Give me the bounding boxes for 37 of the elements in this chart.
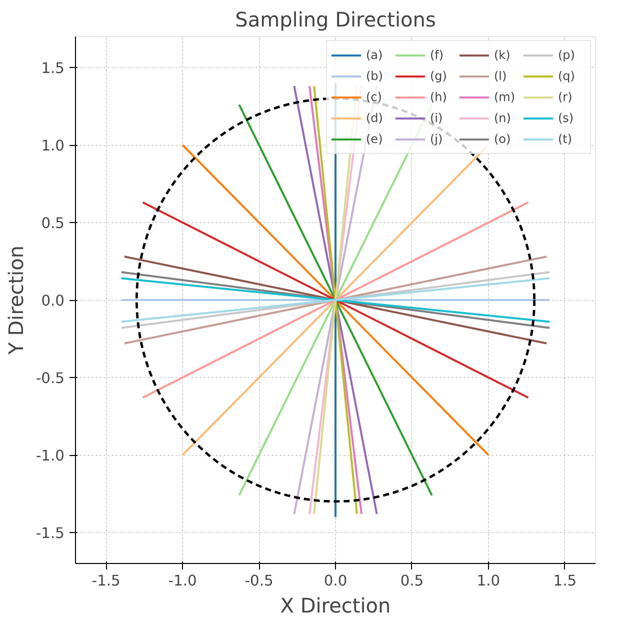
y-tick-label: 0.5 — [41, 215, 65, 232]
x-tick-label: -0.5 — [244, 572, 274, 590]
y-tick-label: -1.5 — [36, 525, 65, 542]
legend-label: (j) — [430, 132, 444, 146]
legend-label: (f) — [430, 48, 445, 62]
y-axis-title: Y Direction — [4, 246, 28, 356]
legend-label: (s) — [558, 111, 575, 125]
x-tick-label: 0.0 — [324, 572, 348, 590]
x-tick-label: -1.0 — [168, 572, 197, 590]
legend-label: (q) — [558, 69, 576, 83]
x-tick-label: 0.5 — [400, 572, 424, 590]
legend-label: (l) — [494, 69, 508, 83]
y-tick-label: -1.0 — [36, 448, 65, 464]
legend-label: (b) — [366, 69, 384, 83]
legend-label: (p) — [558, 48, 576, 62]
y-tick-label: -0.5 — [36, 370, 65, 387]
legend-label: (r) — [558, 90, 574, 104]
x-tick-label: 1.0 — [476, 572, 500, 590]
legend-label: (k) — [494, 48, 512, 62]
legend-label: (a) — [366, 48, 384, 62]
y-tick-label: 0.0 — [41, 292, 65, 310]
legend-label: (t) — [558, 132, 574, 146]
legend-label: (n) — [494, 111, 512, 125]
legend-label: (g) — [430, 69, 448, 83]
legend-label: (e) — [366, 132, 384, 146]
legend-label: (o) — [494, 132, 512, 146]
legend-label: (d) — [366, 111, 384, 125]
y-tick-label: 1.5 — [41, 60, 65, 77]
x-tick-label: 1.5 — [553, 572, 577, 590]
legend-label: (i) — [430, 111, 444, 125]
legend-label: (m) — [494, 90, 516, 104]
x-axis-title: X Direction — [280, 594, 391, 618]
x-tick-label: -1.5 — [92, 572, 120, 590]
legend-label: (h) — [430, 90, 448, 104]
chart-title: Sampling Directions — [235, 8, 436, 32]
y-tick-label: 1.0 — [41, 138, 65, 154]
legend-label: (c) — [366, 90, 383, 104]
